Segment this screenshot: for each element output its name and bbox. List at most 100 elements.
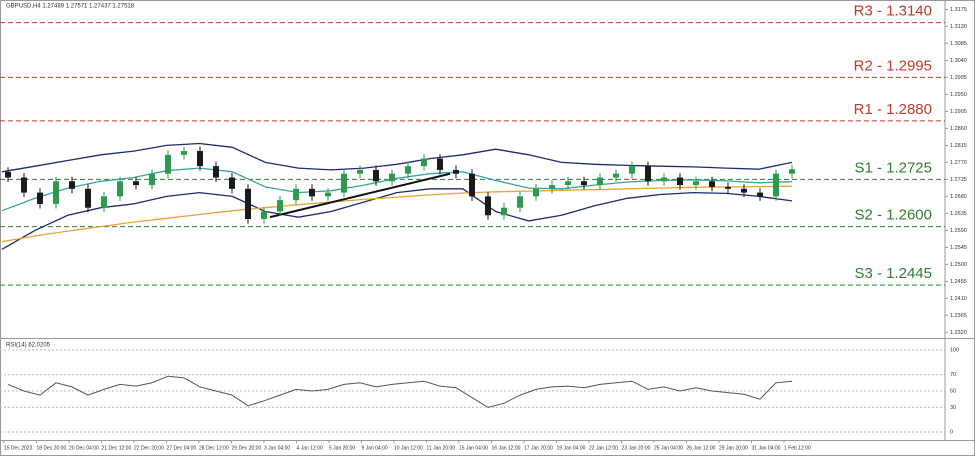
indicator-line: [1, 188, 793, 250]
level-label: S2 - 1.2600: [854, 207, 932, 224]
x-tick-label: 20 Dec 04:00: [69, 445, 99, 451]
y-tick-label: 1.2590: [950, 228, 967, 234]
x-tick-label: 29 Dec 20:00: [232, 445, 262, 451]
candle-body: [21, 177, 27, 193]
candle-body: [757, 192, 763, 197]
candle-body: [677, 177, 683, 186]
candle-body: [197, 151, 203, 167]
candle-body: [373, 169, 379, 182]
candle-body: [469, 173, 475, 197]
level-label: S1 - 1.2725: [854, 159, 932, 176]
candle-body: [421, 158, 427, 167]
candle-body: [53, 181, 59, 204]
x-tick-label: 9 Jan 04:00: [362, 445, 388, 451]
x-tick-label: 25 Jan 04:00: [654, 445, 683, 451]
rsi-tick-label: 50: [950, 388, 956, 394]
candle-body: [69, 181, 75, 189]
candle-body: [389, 173, 395, 182]
candle-body: [213, 166, 219, 178]
candle-body: [309, 188, 315, 197]
candle-body: [293, 188, 299, 201]
candle-body: [741, 188, 747, 193]
candle-body: [549, 185, 555, 189]
candle-body: [485, 196, 491, 216]
rsi-tick-label: 0: [950, 429, 953, 435]
chart-title: GBPUSD,H4 1.27489 1.27571 1.27437 1.2751…: [6, 4, 135, 10]
y-tick-label: 1.3085: [950, 41, 967, 47]
candle-body: [341, 173, 347, 193]
level-label: R2 - 1.2995: [854, 57, 932, 74]
candle-body: [101, 196, 107, 208]
rsi-tick-label: 70: [950, 372, 956, 378]
y-tick-label: 1.2680: [950, 194, 967, 200]
y-tick-label: 1.2545: [950, 245, 967, 251]
candle-body: [181, 151, 187, 155]
x-tick-label: 28 Dec 12:00: [199, 445, 229, 451]
trendline: [269, 172, 451, 219]
y-tick-label: 1.3175: [950, 7, 967, 13]
candle-body: [693, 181, 699, 186]
y-tick-label: 1.3040: [950, 58, 967, 64]
y-tick-label: 1.2995: [950, 75, 967, 81]
candle-body: [165, 154, 171, 174]
candle-body: [85, 188, 91, 208]
candle-body: [277, 200, 283, 212]
x-tick-label: 11 Jan 20:00: [427, 445, 456, 451]
x-tick-label: 31 Jan 04:00: [752, 445, 781, 451]
rsi-title: RSI(14) 62.0205: [6, 343, 51, 349]
y-tick-label: 1.3130: [950, 24, 967, 30]
candle-body: [37, 192, 43, 204]
level-label: S3 - 1.2445: [854, 265, 932, 282]
y-tick-label: 1.2860: [950, 126, 967, 132]
x-tick-label: 29 Jan 20:00: [719, 445, 748, 451]
candle-body: [517, 196, 523, 208]
x-tick-label: 5 Jan 20:00: [329, 445, 355, 451]
candle-body: [565, 181, 571, 186]
candle-body: [5, 171, 11, 178]
candle-body: [453, 169, 459, 174]
y-tick-label: 1.2815: [950, 143, 967, 149]
x-tick-label: 18 Dec 20:00: [37, 445, 67, 451]
y-tick-label: 1.2905: [950, 109, 967, 115]
indicator-line: [1, 142, 793, 173]
candle-body: [405, 166, 411, 174]
candle-body: [325, 192, 331, 197]
candle-body: [533, 188, 539, 197]
x-tick-label: 21 Dec 12:00: [102, 445, 132, 451]
candle-body: [229, 177, 235, 189]
x-tick-label: 17 Jan 20:00: [524, 445, 553, 451]
candle-body: [661, 177, 667, 182]
y-tick-label: 1.2635: [950, 211, 967, 217]
x-tick-label: 16 Jan 12:00: [492, 445, 521, 451]
x-tick-label: 19 Jan 04:00: [557, 445, 586, 451]
y-tick-label: 1.2455: [950, 279, 967, 285]
x-tick-label: 15 Jan 04:00: [459, 445, 488, 451]
rsi-tick-label: 100: [950, 347, 959, 353]
x-tick-label: 27 Dec 04:00: [167, 445, 197, 451]
y-tick-label: 1.2950: [950, 92, 967, 98]
level-label: R1 - 1.2880: [854, 101, 932, 118]
candle-body: [709, 181, 715, 187]
x-tick-label: 23 Jan 20:00: [622, 445, 651, 451]
x-tick-label: 15 Dec 2023: [4, 445, 33, 451]
x-tick-label: 26 Jan 12:00: [687, 445, 716, 451]
candle-body: [437, 158, 443, 170]
y-tick-label: 1.2725: [950, 177, 967, 183]
rsi-tick-label: 30: [950, 405, 956, 411]
candle-body: [117, 181, 123, 197]
candle-body: [149, 173, 155, 186]
x-tick-label: 22 Jan 12:00: [589, 445, 618, 451]
candle-body: [597, 177, 603, 186]
y-tick-label: 1.2770: [950, 160, 967, 166]
x-tick-label: 22 Dec 20:00: [134, 445, 164, 451]
candle-body: [245, 188, 251, 220]
candle-body: [261, 211, 267, 220]
candle-body: [133, 181, 139, 186]
y-tick-label: 1.2500: [950, 262, 967, 268]
indicator-line: [1, 185, 793, 243]
candle-body: [629, 166, 635, 174]
y-tick-label: 1.2410: [950, 296, 967, 302]
x-tick-label: 10 Jan 12:00: [394, 445, 423, 451]
